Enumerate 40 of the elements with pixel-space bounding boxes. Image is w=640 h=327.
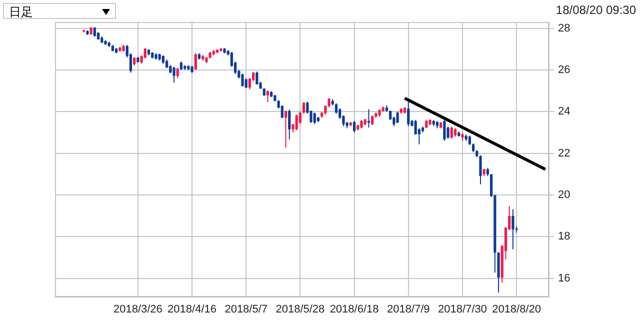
candlestick [443,119,446,142]
y-tick-label: 18 [558,230,570,243]
candlestick [172,66,176,84]
x-tick-label: 2018/4/16 [168,304,216,316]
candlestick [244,78,248,89]
candlestick [176,67,179,79]
y-tick-label: 16 [558,272,570,284]
x-tick-label: 2018/5/7 [224,304,268,316]
x-tick-label: 2018/7/9 [386,304,430,316]
candlestick [295,114,298,131]
y-tick-label: 24 [558,106,570,118]
x-tick-label: 2018/3/26 [113,304,162,316]
text: 18/08/20 09:30 [556,3,636,17]
y-tick-label: 28 [558,22,570,34]
x-tick-label: 2018/5/28 [276,304,325,316]
text: 日足 [9,4,33,20]
candlestick [302,102,306,114]
candlestick [194,52,197,70]
candlestick [450,126,453,140]
candlestick [352,120,356,133]
candlestick [288,109,291,140]
y-tick-label: 26 [558,64,570,76]
candlestick [280,104,284,118]
candlestick [407,100,410,127]
y-tick-label: 20 [558,188,570,201]
candlestick [313,112,316,125]
candlestick [284,110,288,148]
candlestick [93,26,96,38]
candlestick [396,111,399,124]
candlestick [241,73,244,88]
x-tick-label: 2018/7/30 [438,304,487,316]
x-tick-label: 2018/6/18 [330,304,379,316]
candlestick [512,208,514,250]
y-tick-label: 22 [558,147,570,160]
candlestick [144,48,146,59]
candlestick [256,71,258,85]
x-tick-label: 2018/8/20 [492,304,542,316]
candlestick [468,135,471,146]
candlestick [334,102,338,114]
candlestick [389,110,392,120]
